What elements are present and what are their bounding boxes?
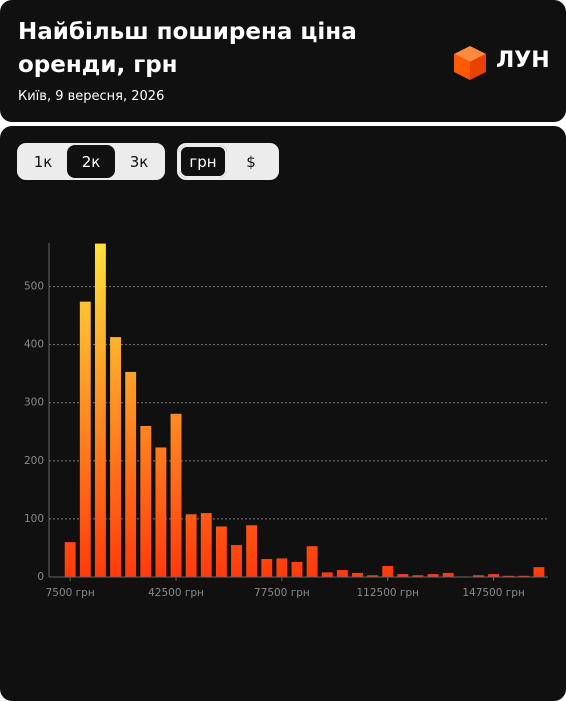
bar (397, 574, 409, 577)
y-tick-label: 200 (24, 455, 44, 467)
x-tick-label: 7500 грн (46, 587, 95, 599)
y-tick-label: 100 (24, 513, 44, 525)
bar (472, 575, 484, 577)
toggle-button[interactable]: 1к (33, 152, 53, 171)
x-tick-label: 112500 грн (356, 587, 418, 599)
toggle-button[interactable]: $ (246, 152, 256, 171)
header: Найбільш поширена ціна оренди, грн Київ,… (0, 0, 566, 122)
bar (336, 570, 348, 577)
bar (518, 575, 530, 577)
x-tick-label: 42500 грн (148, 587, 204, 599)
bar (110, 337, 121, 577)
bar (140, 425, 152, 577)
bar (306, 546, 318, 577)
bar (352, 572, 363, 577)
bar (412, 575, 424, 577)
bar (291, 561, 303, 577)
bar (155, 447, 167, 577)
bar (427, 574, 439, 577)
y-tick-label: 500 (24, 281, 44, 293)
y-tick-label: 400 (24, 339, 44, 351)
toggle-button[interactable]: грн (179, 145, 227, 178)
toggle-button[interactable]: 2к (67, 145, 115, 178)
bar (79, 301, 91, 577)
bar (231, 545, 242, 577)
bar (94, 243, 106, 577)
x-tick-label: 77500 грн (254, 587, 310, 599)
y-tick-label: 300 (24, 397, 44, 409)
bar (503, 575, 515, 577)
x-tick-label: 147500 грн (462, 587, 524, 599)
currency-toggle: грн $ (177, 143, 279, 180)
bar (200, 513, 212, 577)
bar (321, 572, 333, 577)
chart: 0 100 200 300 400 500 7500 грн 42500 грн 77500 г… (24, 243, 548, 599)
bar (170, 413, 182, 577)
bar (185, 514, 197, 577)
bar (533, 567, 545, 577)
logo-text: ЛУН (496, 48, 550, 73)
y-tick-label: 0 (37, 571, 44, 583)
logo-icon (454, 46, 486, 80)
bar (246, 525, 258, 577)
bar (488, 574, 500, 577)
subtitle: Київ, 9 вересня, 2026 (18, 89, 165, 104)
bar (125, 371, 137, 577)
toggle-button[interactable]: 3к (129, 152, 149, 171)
bar (64, 542, 76, 577)
bar (442, 572, 454, 577)
step-toggle: 1к 2к 3к (17, 143, 165, 180)
bar (367, 575, 379, 577)
bar (261, 558, 273, 577)
bar (215, 526, 227, 577)
bar (382, 565, 394, 577)
bar (276, 558, 288, 577)
title: Найбільш поширена ціна оренди, грн (18, 19, 357, 78)
chart-card: 1к 2к 3к грн $ (0, 126, 566, 701)
